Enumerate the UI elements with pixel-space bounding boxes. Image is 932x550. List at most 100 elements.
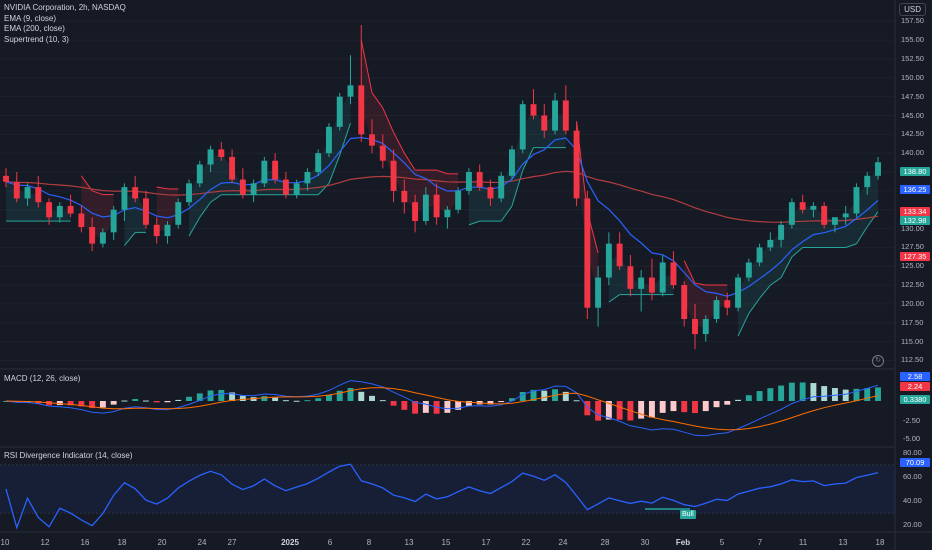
candle-body [853, 187, 860, 214]
macd-histogram-bar [369, 395, 375, 401]
price-tick-label: 127.50 [901, 242, 924, 252]
price-tick-label: 125.00 [901, 261, 924, 271]
supertrend-fill [328, 111, 340, 184]
macd-histogram-bar [282, 400, 289, 402]
macd-tick-label: -2.50 [903, 416, 921, 425]
supertrend-line [845, 243, 857, 248]
time-axis-label: 30 [640, 538, 650, 547]
macd-histogram-bar [756, 391, 763, 401]
rsi-legend[interactable]: RSI Divergence Indicator (14, close) [4, 451, 133, 460]
candle-body [702, 319, 709, 335]
time-axis-label: 22 [521, 538, 531, 547]
macd-legend[interactable]: MACD (12, 26, close) [4, 374, 81, 383]
candle-body [724, 300, 731, 308]
macd-histogram-bar [164, 401, 171, 403]
macd-histogram-bar [196, 393, 203, 401]
macd-histogram-bar [358, 391, 365, 401]
candle-body [347, 85, 354, 97]
currency-button[interactable]: USD [899, 3, 926, 16]
supertrend-line [360, 39, 373, 93]
macd-histogram-bar [584, 401, 591, 416]
candle-body [875, 162, 881, 176]
price-tick-label: 130.00 [901, 223, 924, 233]
candle-body [89, 227, 96, 244]
price-tick-label: 140.00 [901, 148, 924, 158]
candle-body [638, 277, 645, 289]
candle-body [778, 224, 785, 240]
candle-body [196, 164, 203, 184]
supertrend-legend[interactable]: Supertrend (10, 3) [4, 34, 69, 44]
supertrend-line [608, 294, 620, 303]
macd-histogram-bar [638, 401, 645, 419]
time-axis-label: 27 [227, 538, 237, 547]
macd-histogram-bar [745, 395, 752, 401]
macd-histogram-bar [778, 385, 785, 401]
bull-signal-label: Bull [680, 510, 696, 519]
supertrend-line [866, 211, 879, 228]
candle-body [541, 115, 548, 131]
candle-body [239, 179, 246, 195]
supertrend-line [403, 152, 416, 171]
macd-histogram-bar [455, 401, 462, 410]
candle-body [250, 183, 257, 195]
candle-body [272, 160, 279, 180]
candle-body [401, 190, 408, 203]
supertrend-fill [738, 270, 749, 337]
candle-body [110, 209, 117, 233]
price-tick-label: 120.00 [901, 298, 924, 308]
price-tag: 136.25 [900, 184, 930, 194]
time-axis-label: 7 [757, 538, 763, 547]
supertrend-line [371, 92, 384, 109]
macd-histogram-bar [78, 401, 85, 407]
supertrend-line [759, 284, 771, 299]
macd-histogram-bar [573, 400, 580, 402]
candle-body [99, 232, 106, 244]
candle-body [132, 187, 139, 199]
ema200-legend[interactable]: EMA (200, close) [4, 24, 65, 33]
supertrend-line [210, 194, 222, 203]
symbol-title: NVIDIA Corporation, 2h, NASDAQ [4, 3, 126, 12]
supertrend-line [124, 232, 136, 246]
time-axis-label: 10 [0, 538, 10, 547]
macd-histogram-bar [401, 401, 408, 410]
supertrend-line [393, 132, 405, 154]
price-tick-label: 150.00 [901, 72, 924, 82]
price-tag: 127.35 [900, 251, 930, 261]
macd-tick-label: -5.00 [903, 434, 921, 443]
macd-signal-line [5, 387, 879, 431]
time-axis-label: 28 [600, 538, 610, 547]
price-tick-label: 112.50 [901, 355, 924, 365]
macd-histogram-bar [89, 401, 96, 409]
candle-body [304, 172, 311, 184]
supertrend-line [328, 154, 341, 184]
time-axis-label: 18 [117, 538, 127, 547]
macd-histogram-bar [810, 383, 817, 401]
price-tick-label: 117.50 [901, 317, 924, 327]
macd-histogram-bar [702, 401, 709, 412]
supertrend-fill [501, 162, 512, 222]
chart-legend: NVIDIA Corporation, 2h, NASDAQ EMA (9, c… [4, 3, 126, 45]
macd-histogram-bar [648, 401, 655, 418]
supertrend-fill [92, 190, 103, 238]
time-axis-label: Feb [675, 538, 691, 547]
candle-body [713, 300, 720, 320]
candle-body [336, 96, 343, 127]
rsi-line [5, 463, 879, 530]
replay-icon[interactable]: ↻ [872, 355, 884, 367]
macd-histogram-bar [616, 401, 623, 420]
macd-histogram-bar [132, 399, 139, 401]
candle-body [67, 205, 74, 214]
candle-body [864, 175, 871, 188]
candle-body [692, 319, 698, 335]
macd-histogram-bar [735, 399, 742, 401]
macd-histogram-bar [422, 401, 429, 413]
ema9-line [5, 136, 879, 297]
ema9-legend[interactable]: EMA (9, close) [4, 13, 57, 23]
time-axis-label: 15 [441, 538, 451, 547]
candle-body [756, 247, 763, 263]
candle-body [56, 205, 63, 218]
candle-body [509, 149, 515, 176]
supertrend-line [500, 205, 513, 222]
macd-histogram-bar [293, 400, 300, 402]
